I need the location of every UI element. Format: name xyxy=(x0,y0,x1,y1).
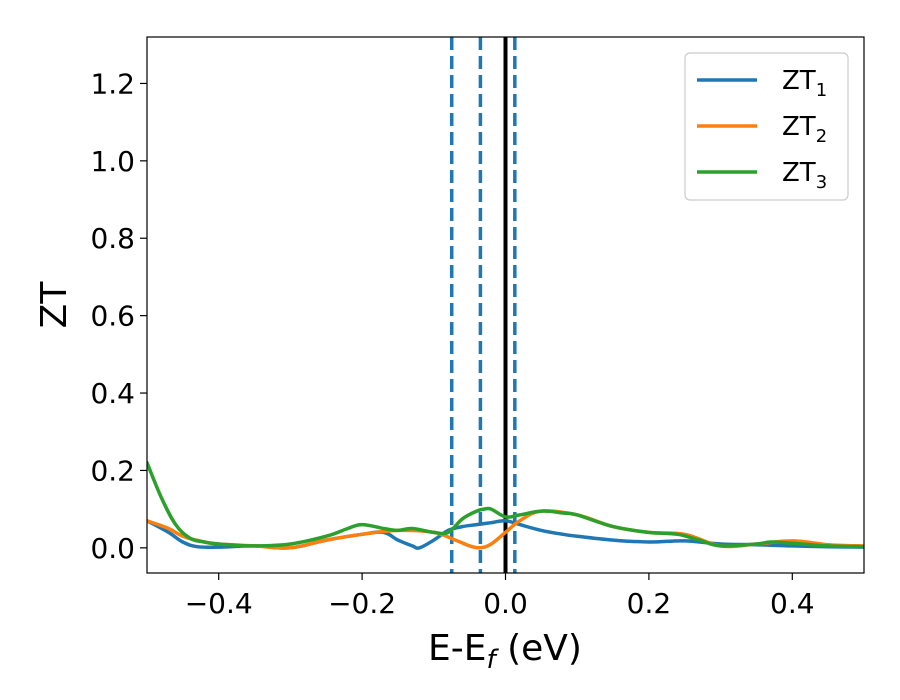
y-tick-label: 1.2 xyxy=(90,67,135,100)
series-lines xyxy=(147,460,864,550)
legend-box xyxy=(684,52,849,201)
legend-label-zt3: ZT3 xyxy=(782,158,827,193)
legend-label-zt1: ZT1 xyxy=(782,66,827,101)
series-line-zt3 xyxy=(147,460,864,549)
y-tick-label: 0.8 xyxy=(90,222,135,255)
x-axis-label-unit: (eV) xyxy=(496,628,582,669)
legend: ZT1 ZT2 ZT3 xyxy=(684,52,849,201)
x-tick-label: 0.4 xyxy=(770,587,815,620)
x-axis-ticks: −0.4 −0.2 0.0 0.2 0.4 xyxy=(185,573,815,620)
x-tick-label: −0.4 xyxy=(185,587,253,620)
legend-label-zt2: ZT2 xyxy=(782,112,827,147)
y-axis-ticks: 0.0 0.2 0.4 0.6 0.8 1.0 1.2 xyxy=(90,67,147,565)
x-axis-label-main: E-E xyxy=(428,628,486,669)
x-tick-label: −0.2 xyxy=(328,587,396,620)
y-tick-label: 1.0 xyxy=(90,145,135,178)
reference-lines xyxy=(449,37,517,573)
y-axis-label: ZT xyxy=(34,281,75,329)
y-tick-label: 0.2 xyxy=(90,454,135,487)
y-tick-label: 0.0 xyxy=(90,532,135,565)
y-tick-label: 0.4 xyxy=(90,377,135,410)
x-axis-label: E-Ef (eV) xyxy=(428,628,582,675)
y-tick-label: 0.6 xyxy=(90,300,135,333)
x-tick-label: 0.2 xyxy=(627,587,672,620)
x-tick-label: 0.0 xyxy=(483,587,528,620)
